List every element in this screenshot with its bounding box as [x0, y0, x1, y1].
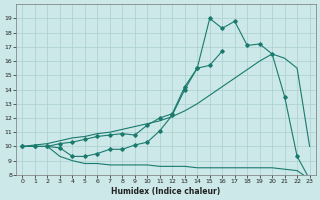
X-axis label: Humidex (Indice chaleur): Humidex (Indice chaleur) — [111, 187, 221, 196]
